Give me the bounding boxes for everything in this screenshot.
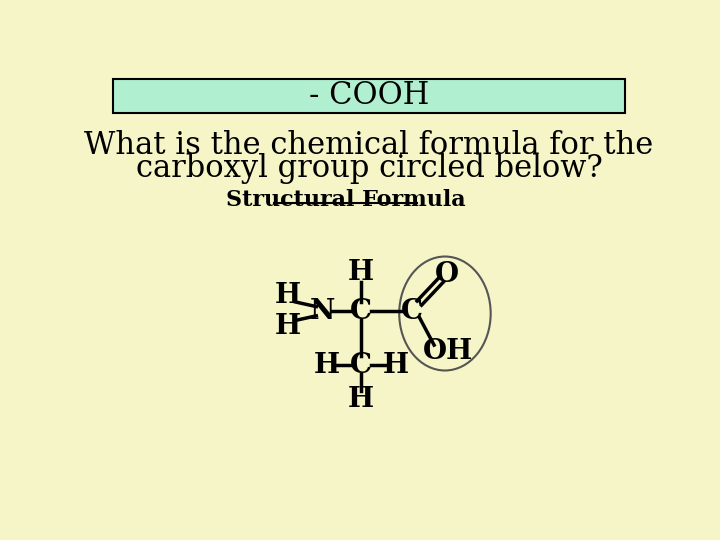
- Text: - COOH: - COOH: [309, 80, 429, 111]
- Text: Structural Formula: Structural Formula: [226, 188, 466, 211]
- Text: H: H: [348, 386, 374, 413]
- Text: H: H: [383, 352, 409, 379]
- Text: OH: OH: [423, 338, 473, 364]
- Text: H: H: [313, 352, 339, 379]
- Text: N: N: [310, 298, 336, 325]
- Text: carboxyl group circled below?: carboxyl group circled below?: [135, 153, 603, 184]
- Text: H: H: [274, 282, 301, 309]
- Text: O: O: [434, 261, 459, 288]
- Text: C: C: [400, 298, 423, 325]
- Text: H: H: [348, 259, 374, 286]
- Text: C: C: [350, 298, 372, 325]
- Text: C: C: [350, 352, 372, 379]
- Text: H: H: [274, 313, 301, 340]
- FancyBboxPatch shape: [113, 79, 625, 112]
- Text: What is the chemical formula for the: What is the chemical formula for the: [84, 130, 654, 161]
